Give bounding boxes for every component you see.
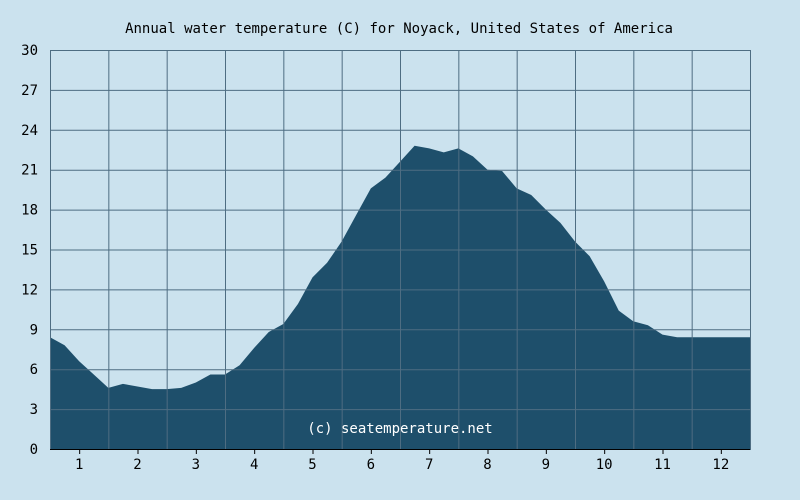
y-tick-label: 3	[30, 402, 38, 418]
x-tick-label: 7	[425, 457, 433, 473]
x-tick-label: 9	[542, 457, 550, 473]
y-tick-label: 6	[30, 362, 38, 378]
y-tick-label: 21	[21, 163, 38, 179]
x-tick-labels: 1 2 3 4 5 6 7 8 9 10 11 12	[75, 449, 729, 473]
x-tick-label: 12	[712, 457, 729, 473]
x-tick-label: 6	[367, 457, 375, 473]
y-tick-label: 9	[30, 322, 38, 338]
y-tick-label: 27	[21, 83, 38, 99]
credit-text: (c) seatemperature.net	[307, 421, 492, 437]
x-tick-label: 3	[192, 457, 200, 473]
y-tick-label: 24	[21, 123, 38, 139]
x-tick-label: 1	[75, 457, 83, 473]
x-tick-label: 5	[308, 457, 316, 473]
y-tick-label: 15	[21, 243, 38, 259]
y-tick-label: 12	[21, 282, 38, 298]
y-tick-labels: 0 3 6 9 12 15 18 21 24 27 30	[21, 43, 38, 458]
x-tick-label: 11	[654, 457, 671, 473]
x-tick-label: 2	[133, 457, 141, 473]
x-tick-label: 10	[596, 457, 613, 473]
y-tick-label: 30	[21, 43, 38, 59]
chart-title: Annual water temperature (C) for Noyack,…	[125, 21, 673, 37]
y-tick-label: 18	[21, 203, 38, 219]
x-tick-label: 8	[483, 457, 491, 473]
x-tick-label: 4	[250, 457, 258, 473]
y-tick-label: 0	[30, 442, 38, 458]
